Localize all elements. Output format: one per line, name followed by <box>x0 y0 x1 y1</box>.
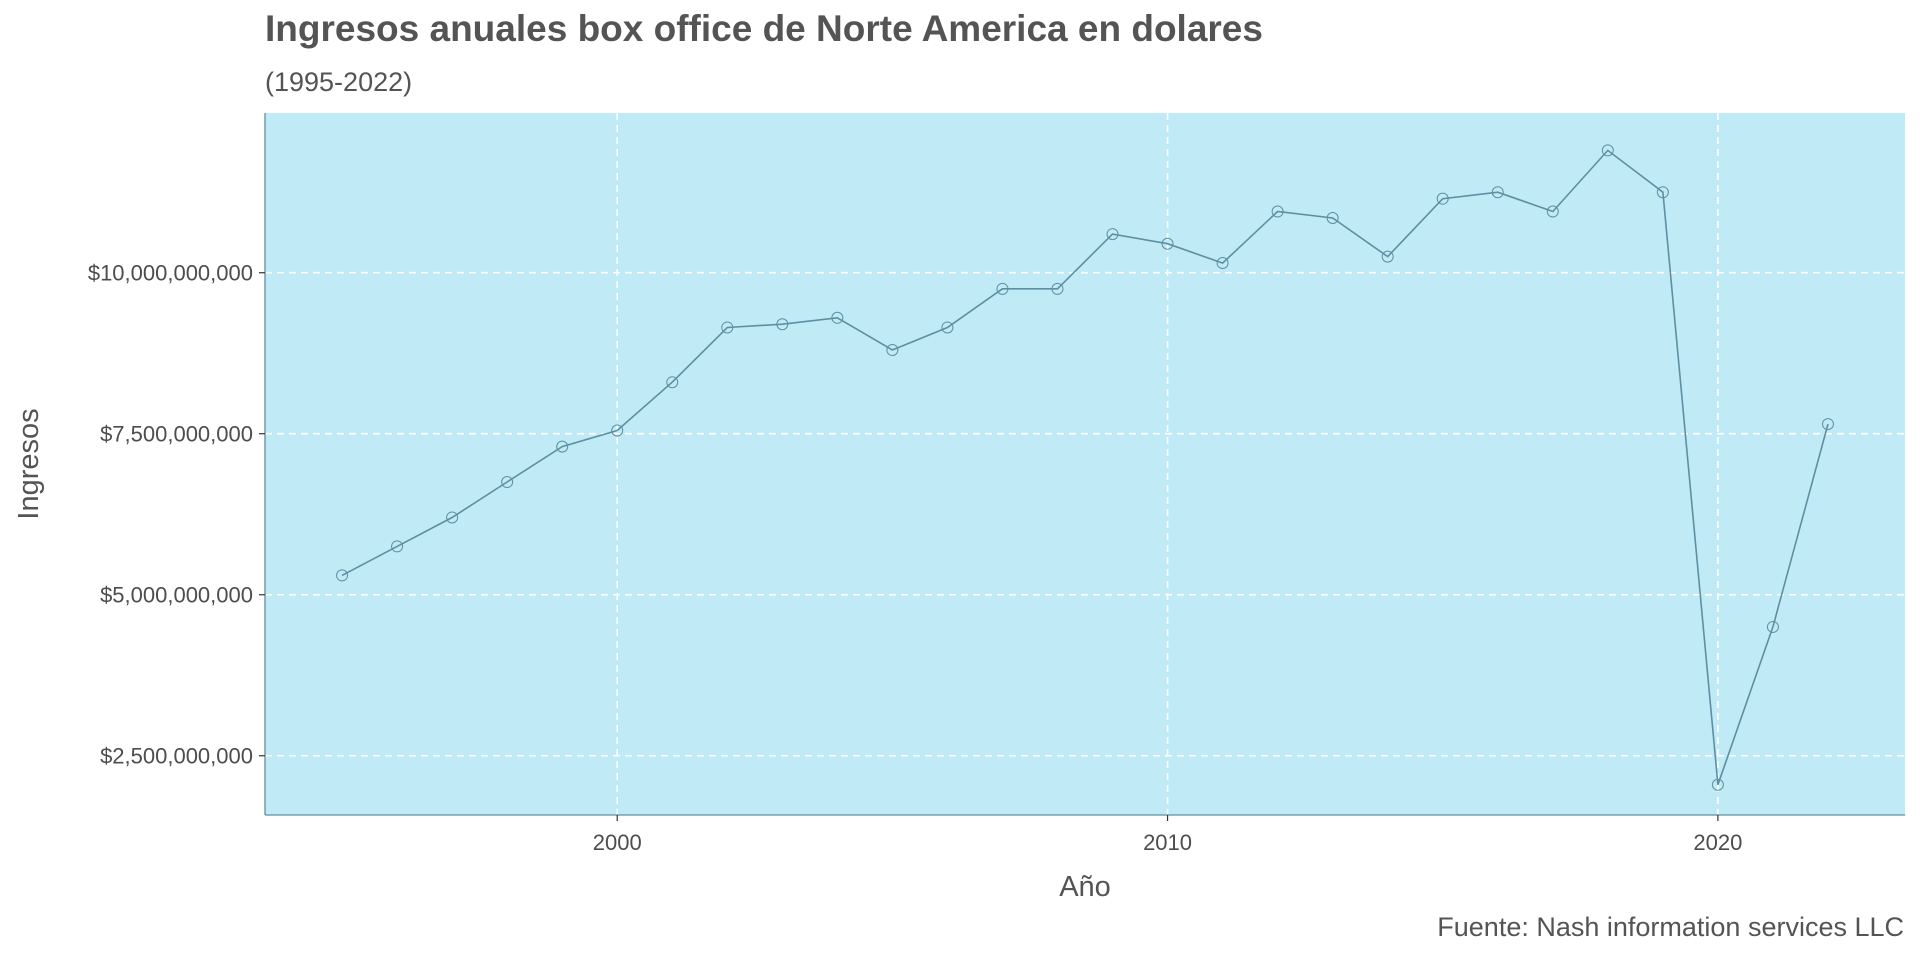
data-point <box>1491 186 1504 199</box>
x-tick-label: 2010 <box>1143 830 1192 855</box>
y-tick-label: $7,500,000,000 <box>100 422 253 447</box>
chart-title: Ingresos anuales box office de Norte Ame… <box>265 8 1263 49</box>
gridlines <box>265 113 1905 815</box>
x-axis-title: Año <box>1059 871 1111 903</box>
chart-caption: Fuente: Nash information services LLC <box>1437 912 1904 942</box>
y-tick-label: $10,000,000,000 <box>88 261 253 286</box>
data-point <box>446 511 459 524</box>
series-line-layer <box>341 149 1829 785</box>
data-point <box>1051 282 1064 295</box>
data-point <box>776 318 789 331</box>
y-axis-title: Ingresos <box>13 408 45 519</box>
data-point <box>721 321 734 334</box>
data-point <box>336 569 349 582</box>
data-point <box>666 376 679 389</box>
series-line <box>341 149 1829 785</box>
data-point <box>1326 211 1339 224</box>
data-points <box>336 144 1834 791</box>
data-point <box>1656 186 1669 199</box>
data-point <box>1766 620 1779 633</box>
data-point <box>1546 205 1559 218</box>
data-point <box>1601 144 1614 157</box>
data-point <box>611 424 624 437</box>
x-tick-label: 2020 <box>1693 830 1742 855</box>
data-point <box>556 440 569 453</box>
axes <box>259 113 1905 821</box>
tick-labels: $2,500,000,000 $5,000,000,000 $7,500,000,0… <box>88 261 1743 855</box>
data-point <box>1161 237 1174 250</box>
y-tick-label: $2,500,000,000 <box>100 744 253 769</box>
data-point <box>996 282 1009 295</box>
data-point <box>1106 228 1119 241</box>
data-point <box>831 311 844 324</box>
data-point <box>1436 192 1449 205</box>
chart-subtitle: (1995-2022) <box>265 67 413 97</box>
y-tick-label: $5,000,000,000 <box>100 583 253 608</box>
data-point <box>1821 418 1834 431</box>
data-point <box>1711 778 1724 791</box>
data-point <box>886 344 899 357</box>
plot-panel <box>265 113 1905 815</box>
data-point <box>1271 205 1284 218</box>
data-point <box>501 476 514 489</box>
data-point <box>1216 257 1229 270</box>
data-point <box>941 321 954 334</box>
data-point <box>1381 250 1394 263</box>
data-point <box>391 540 404 553</box>
x-tick-label: 2000 <box>593 830 642 855</box>
